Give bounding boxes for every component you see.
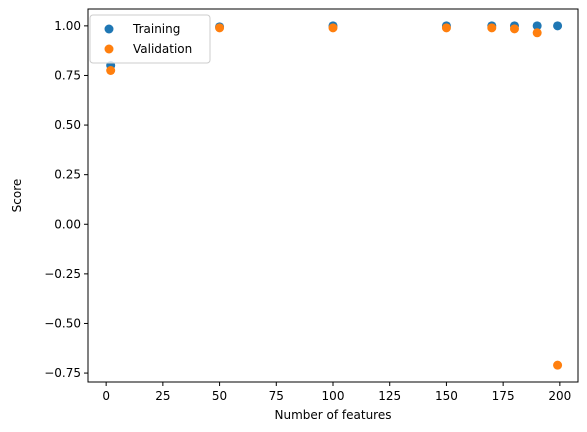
y-tick-label: 1.00 — [54, 19, 81, 33]
validation-point — [106, 66, 116, 76]
plot-frame — [87, 8, 579, 383]
validation-point — [509, 24, 519, 34]
x-tick-label: 75 — [269, 389, 284, 403]
x-tick-label: 50 — [212, 389, 227, 403]
y-tick-label: −0.75 — [44, 366, 81, 380]
legend-marker-training — [104, 24, 114, 34]
y-tick-label: 0.00 — [54, 217, 81, 231]
x-tick-label: 25 — [155, 389, 170, 403]
y-tick-label: 0.75 — [54, 68, 81, 82]
x-tick-label: 125 — [378, 389, 401, 403]
validation-point — [553, 360, 563, 370]
y-tick-label: −0.50 — [44, 316, 81, 330]
x-tick-label: 175 — [492, 389, 515, 403]
legend-label-validation: Validation — [133, 42, 192, 56]
legend: Training Validation — [89, 14, 211, 64]
validation-point — [328, 23, 338, 33]
validation-point — [487, 23, 497, 33]
training-point — [532, 21, 542, 31]
data-points — [106, 21, 563, 370]
training-point — [553, 21, 563, 31]
validation-point — [215, 23, 225, 33]
y-axis-ticks: −0.75 −0.50 −0.25 0.00 0.25 0.50 0.75 1.00 — [44, 19, 88, 380]
legend-marker-validation — [104, 44, 114, 54]
y-tick-label: 0.25 — [54, 168, 81, 182]
x-tick-label: 0 — [102, 389, 110, 403]
x-tick-label: 200 — [548, 389, 571, 403]
x-axis-label: Number of features — [275, 408, 392, 422]
y-axis-label: Score — [10, 179, 24, 213]
validation-point — [441, 23, 451, 33]
y-tick-label: 0.50 — [54, 118, 81, 132]
legend-box — [89, 14, 211, 64]
x-tick-label: 100 — [322, 389, 345, 403]
x-tick-label: 150 — [435, 389, 458, 403]
validation-point — [532, 28, 542, 38]
legend-label-training: Training — [132, 22, 180, 36]
x-axis-ticks: 0 25 50 75 100 125 150 175 200 — [102, 382, 571, 403]
y-tick-label: −0.25 — [44, 267, 81, 281]
